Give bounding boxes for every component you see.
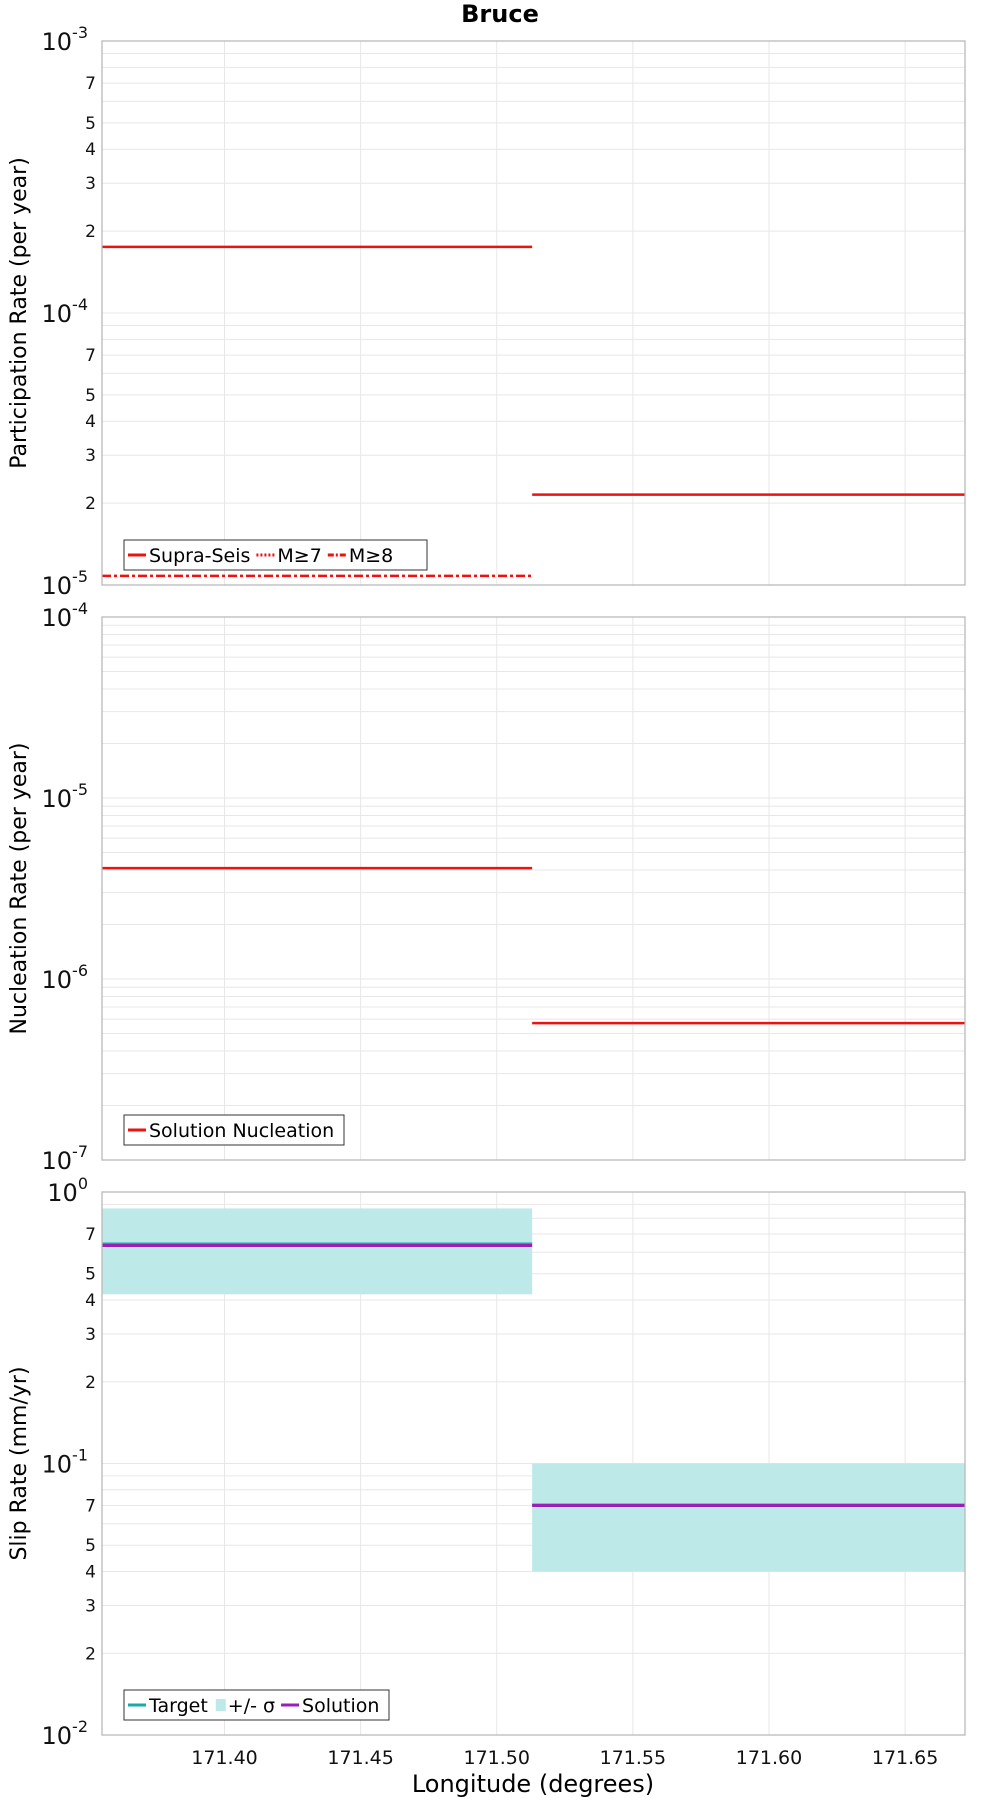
x-tick-label: 171.45: [327, 1747, 393, 1769]
legend-entry: Solution: [302, 1695, 379, 1717]
y-axis-label: Slip Rate (mm/yr): [7, 1366, 32, 1560]
y-tick-label-minor: 4: [85, 1563, 96, 1583]
y-tick-base: 10: [42, 785, 73, 813]
y-tick-label-decade: 10-2: [42, 1717, 89, 1750]
y-tick-exponent: -3: [72, 23, 88, 42]
uncertainty-band: [102, 1208, 533, 1295]
y-tick-base: 10: [42, 1451, 73, 1479]
y-tick-label-decade: 10-4: [42, 599, 89, 632]
y-tick-label-decade: 10-7: [42, 1142, 89, 1175]
legend: Target +/- σ Solution: [123, 1689, 390, 1721]
y-tick-label-minor: 2: [85, 1644, 96, 1664]
x-axis-label: Longitude (degrees): [412, 1770, 654, 1798]
y-tick-label-minor: 4: [85, 412, 96, 432]
y-tick-base: 10: [42, 28, 73, 56]
y-tick-base: 10: [42, 1722, 73, 1750]
y-tick-base: 10: [42, 300, 73, 328]
y-tick-label-minor: 3: [85, 1325, 96, 1345]
y-tick-exponent: -5: [72, 567, 88, 586]
y-tick-label-decade: 10-3: [42, 23, 89, 56]
legend-entry: +/- σ: [228, 1695, 275, 1717]
plot-frame: [101, 40, 966, 586]
y-tick-label-minor: 5: [85, 114, 96, 134]
y-tick-base: 10: [42, 1147, 73, 1175]
y-tick-label-decade: 10-5: [42, 780, 89, 813]
y-tick-base: 10: [47, 1179, 78, 1207]
legend-entry: Solution Nucleation: [149, 1120, 334, 1142]
y-tick-exponent: -7: [72, 1142, 88, 1161]
y-tick-label-minor: 3: [85, 446, 96, 466]
y-tick-base: 10: [42, 604, 73, 632]
y-tick-label-minor: 2: [85, 494, 96, 514]
y-tick-exponent: -4: [72, 295, 88, 314]
x-tick-label: 171.65: [872, 1747, 938, 1769]
y-tick-exponent: -4: [72, 599, 88, 618]
y-tick-label-minor: 7: [85, 346, 96, 366]
plot-frame: [101, 1191, 966, 1736]
y-tick-label-decade: 10-6: [42, 961, 89, 994]
y-tick-label-minor: 5: [85, 386, 96, 406]
y-tick-label-minor: 2: [85, 222, 96, 242]
y-tick-label-minor: 4: [85, 140, 96, 160]
y-tick-base: 10: [42, 966, 73, 994]
y-tick-label-minor: 3: [85, 1596, 96, 1616]
y-axis-label: Participation Rate (per year): [7, 157, 32, 469]
gridlines: [102, 40, 965, 586]
legend-box: [123, 1114, 345, 1146]
legend-box: [123, 1689, 390, 1721]
chart-title: Bruce: [461, 0, 539, 28]
y-tick-exponent: -5: [72, 780, 88, 799]
x-tick-label: 171.55: [600, 1747, 666, 1769]
legend-box: [123, 539, 428, 571]
legend: Supra-Seis M≥7 M≥8: [123, 539, 428, 571]
x-tick-label: 171.60: [736, 1747, 802, 1769]
y-tick-exponent: -2: [72, 1717, 88, 1736]
y-tick-label-decade: 10-5: [42, 567, 89, 600]
plot-area: [102, 617, 965, 1160]
x-tick-label: 171.40: [191, 1747, 257, 1769]
legend-swatch-band: [215, 1699, 226, 1711]
y-tick-label-minor: 2: [85, 1373, 96, 1393]
y-tick-label-minor: 7: [85, 74, 96, 94]
y-tick-label-minor: 7: [85, 1497, 96, 1517]
y-tick-label-minor: 5: [85, 1265, 96, 1285]
y-tick-label-decade: 100: [47, 1174, 88, 1207]
legend-entry: M≥7: [277, 545, 321, 567]
y-tick-base: 10: [42, 572, 73, 600]
y-tick-label-minor: 3: [85, 174, 96, 194]
y-tick-exponent: -1: [72, 1446, 88, 1465]
plot-frame: [101, 616, 966, 1161]
y-tick-label-minor: 7: [85, 1225, 96, 1245]
y-tick-label-minor: 4: [85, 1291, 96, 1311]
y-tick-label-minor: 5: [85, 1536, 96, 1556]
y-tick-exponent: -6: [72, 961, 88, 980]
y-axis-label: Nucleation Rate (per year): [7, 743, 32, 1035]
uncertainty-band: [532, 1463, 965, 1572]
y-tick-label-decade: 10-1: [42, 1446, 89, 1479]
x-tick-label: 171.50: [464, 1747, 530, 1769]
y-tick-label-decade: 10-4: [42, 295, 89, 328]
legend-entry: M≥8: [349, 545, 393, 567]
legend-entry: Supra-Seis: [149, 545, 250, 567]
legend: Solution Nucleation: [123, 1114, 345, 1146]
legend-entry: Target: [148, 1695, 208, 1717]
y-tick-exponent: 0: [78, 1174, 88, 1193]
